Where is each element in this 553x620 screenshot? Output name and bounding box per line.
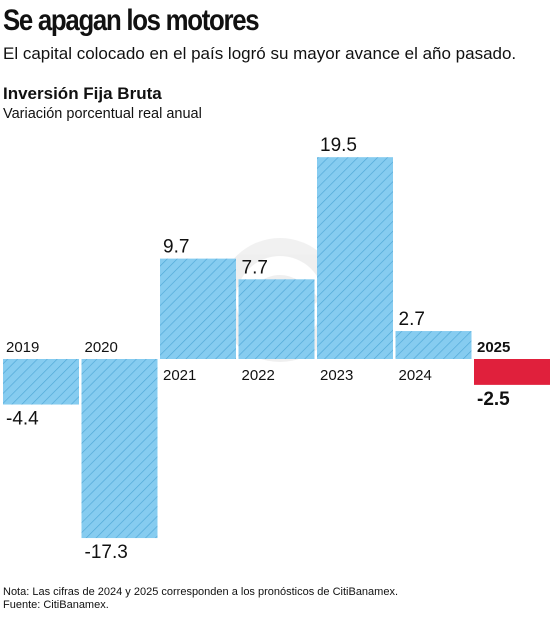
value-label-2020: -17.3 <box>85 542 128 563</box>
source-text: Fuente: CitiBanamex. <box>3 599 109 611</box>
bar-2022 <box>238 279 315 359</box>
bar-2021 <box>160 258 236 359</box>
category-label-2023: 2023 <box>320 367 353 384</box>
bar-2024 <box>395 331 472 359</box>
headline: Se apagan los motores <box>3 4 260 37</box>
value-label-2025: -2.5 <box>477 389 510 410</box>
value-label-2019: -4.4 <box>6 409 39 430</box>
value-label-2024: 2.7 <box>399 309 425 330</box>
chart-title: Inversión Fija Bruta <box>3 84 162 103</box>
value-label-2021: 9.7 <box>163 237 189 258</box>
value-label-2022: 7.7 <box>242 257 268 278</box>
headline-subtitle: El capital colocado en el país logró su … <box>3 44 517 63</box>
chart-subtitle: Variación porcentual real anual <box>3 106 202 122</box>
category-label-2024: 2024 <box>399 367 432 384</box>
bar-2025 <box>474 359 550 385</box>
bar-2019 <box>3 359 79 405</box>
footnotes: Nota: Las cifras de 2024 y 2025 correspo… <box>3 586 398 612</box>
category-label-2019: 2019 <box>6 339 39 356</box>
category-label-2025: 2025 <box>477 339 510 356</box>
bar-2023 <box>317 157 393 359</box>
note-text: Nota: Las cifras de 2024 y 2025 correspo… <box>3 586 399 598</box>
bar-2020 <box>81 359 158 539</box>
category-label-2022: 2022 <box>242 367 275 384</box>
value-label-2023: 19.5 <box>320 135 357 156</box>
category-label-2021: 2021 <box>163 367 196 384</box>
category-label-2020: 2020 <box>85 339 118 356</box>
